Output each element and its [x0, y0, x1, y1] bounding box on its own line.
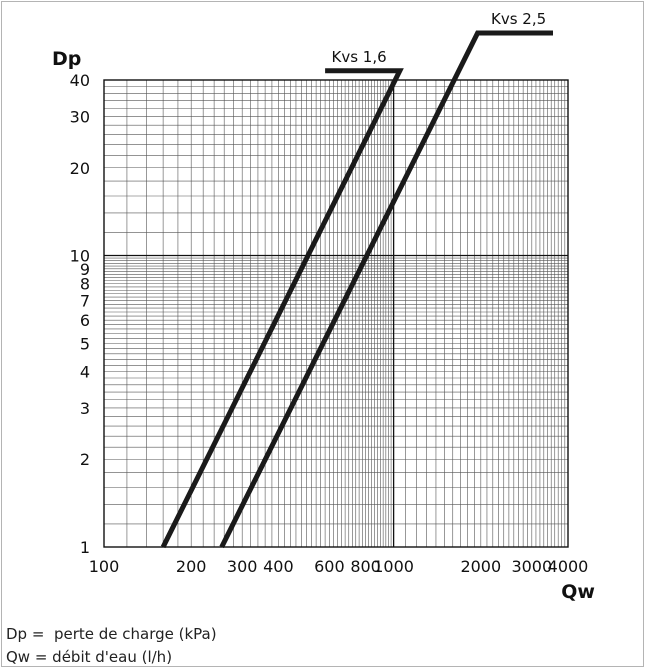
x-tick-label: 300 — [227, 557, 258, 576]
y-tick-label: 40 — [70, 71, 90, 90]
y-tick-label: 7 — [80, 292, 90, 311]
plot-border — [103, 79, 569, 548]
x-tick-label: 2000 — [460, 557, 501, 576]
x-tick-label: 800 — [350, 557, 381, 576]
x-tick-label: 200 — [176, 557, 207, 576]
x-tick-label: 4000 — [548, 557, 589, 576]
x-tick-label: 1000 — [373, 557, 414, 576]
y-tick-label: 3 — [80, 399, 90, 418]
x-tick-label: 3000 — [511, 557, 552, 576]
series-line-2 — [219, 30, 553, 549]
series-labels: Kvs 1,6 Kvs 2,5 — [332, 10, 547, 66]
grid-major — [104, 80, 568, 547]
y-tick-label: 6 — [80, 311, 90, 330]
y-tick-label: 5 — [80, 334, 90, 353]
y-tick-label: 4 — [80, 363, 90, 382]
x-tick-label: 400 — [263, 557, 294, 576]
y-tick-label: 9 — [80, 260, 90, 279]
series-line-1 — [160, 68, 404, 549]
series-label-1: Kvs 1,6 — [332, 48, 387, 66]
legend-qw-definition: Qw = débit d'eau (l/h) — [6, 648, 173, 666]
legend-dp-definition: Dp = perte de charge (kPa) — [6, 625, 217, 643]
x-tick-label: 100 — [89, 557, 120, 576]
y-axis-title: Dp — [52, 48, 81, 70]
y-tick-label: 30 — [70, 107, 90, 126]
y-tick-label: 8 — [80, 275, 90, 294]
y-tick-label: 20 — [70, 159, 90, 178]
x-tick-label: 600 — [314, 557, 345, 576]
x-axis-title: Qw — [561, 581, 595, 603]
y-tick-label: 1 — [80, 538, 90, 557]
series-lines — [160, 30, 553, 549]
series-label-2: Kvs 2,5 — [491, 10, 546, 28]
y-tick-label: 2 — [80, 450, 90, 469]
y-tick-label: 10 — [70, 247, 90, 266]
